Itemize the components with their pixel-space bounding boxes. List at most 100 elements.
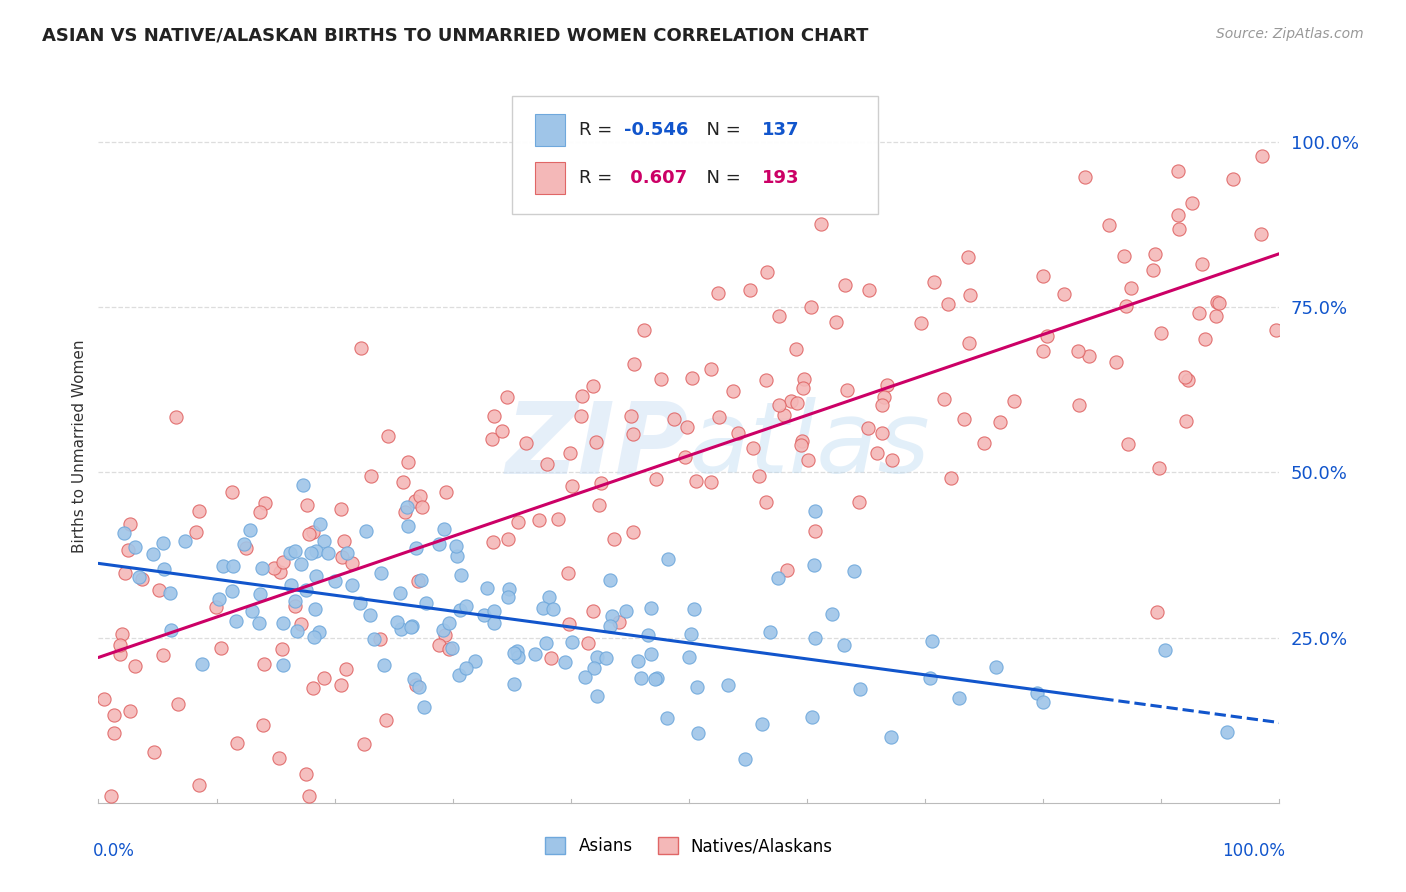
Point — [948, 691, 970, 706]
Point — [557, 566, 579, 580]
Point — [247, 616, 270, 631]
Point — [1143, 247, 1166, 261]
Point — [295, 582, 318, 597]
Point — [271, 616, 294, 631]
Text: R =: R = — [579, 169, 619, 187]
Text: 100.0%: 100.0% — [1222, 842, 1285, 860]
Point — [561, 479, 583, 493]
Point — [464, 654, 486, 668]
Point — [685, 474, 707, 488]
Point — [450, 567, 472, 582]
Point — [434, 485, 457, 500]
Point — [803, 631, 825, 645]
Point — [688, 726, 710, 740]
Point — [294, 767, 316, 781]
Point — [574, 670, 596, 684]
Point — [1032, 343, 1054, 358]
Point — [401, 618, 423, 632]
Point — [740, 283, 762, 297]
Point — [148, 582, 170, 597]
Point — [1105, 355, 1128, 369]
Point — [235, 541, 257, 555]
Point — [1118, 437, 1140, 451]
FancyBboxPatch shape — [536, 162, 565, 194]
Point — [834, 638, 856, 652]
Point — [301, 681, 323, 695]
Point — [208, 591, 231, 606]
Point — [523, 647, 546, 661]
Point — [388, 585, 411, 599]
Point — [623, 357, 645, 371]
Point — [779, 393, 801, 408]
Point — [108, 648, 131, 662]
Point — [800, 300, 823, 314]
Point — [191, 657, 214, 672]
Point — [706, 285, 728, 300]
Point — [295, 498, 318, 512]
Point — [263, 560, 285, 574]
Point — [1067, 344, 1090, 359]
Point — [921, 633, 943, 648]
Point — [804, 524, 827, 538]
Point — [432, 623, 454, 637]
Point — [1167, 221, 1189, 235]
Point — [159, 586, 181, 600]
Point — [118, 517, 141, 532]
Point — [785, 343, 807, 357]
Point — [645, 472, 668, 486]
Point — [538, 591, 561, 605]
Point — [734, 752, 756, 766]
Point — [571, 389, 593, 403]
Point — [1191, 257, 1213, 271]
Point — [1206, 295, 1229, 310]
Point — [1053, 287, 1076, 301]
Point — [404, 494, 426, 508]
Point — [1032, 268, 1054, 283]
Point — [100, 789, 122, 804]
Point — [152, 648, 174, 662]
Point — [1146, 605, 1168, 619]
Point — [582, 604, 605, 618]
Point — [329, 678, 352, 692]
Point — [304, 602, 326, 616]
Point — [433, 628, 456, 642]
Point — [284, 543, 307, 558]
Point — [252, 561, 274, 575]
Point — [1177, 373, 1199, 387]
Point — [561, 635, 583, 649]
Point — [318, 546, 340, 560]
Point — [312, 671, 335, 685]
Point — [876, 377, 898, 392]
Point — [773, 409, 796, 423]
Point — [988, 415, 1011, 429]
Point — [1073, 170, 1095, 185]
Point — [373, 657, 395, 672]
Point — [330, 549, 353, 564]
Point — [249, 505, 271, 519]
FancyBboxPatch shape — [512, 96, 877, 214]
Point — [406, 574, 429, 588]
Point — [312, 533, 335, 548]
Point — [405, 678, 427, 692]
Point — [117, 543, 139, 558]
Point — [103, 708, 125, 723]
Point — [842, 564, 865, 578]
Point — [585, 435, 607, 450]
Point — [271, 657, 294, 672]
Point — [588, 498, 610, 512]
Point — [475, 581, 498, 595]
Text: N =: N = — [695, 169, 747, 187]
Text: 0.607: 0.607 — [624, 169, 688, 187]
Point — [531, 600, 554, 615]
Point — [541, 602, 564, 616]
Point — [188, 504, 211, 518]
Point — [124, 541, 146, 555]
Point — [159, 623, 181, 637]
Point — [408, 680, 430, 694]
Point — [873, 390, 896, 404]
Point — [389, 622, 412, 636]
Text: 193: 193 — [762, 169, 800, 187]
Point — [920, 672, 942, 686]
Point — [226, 735, 249, 749]
Point — [1205, 309, 1227, 323]
